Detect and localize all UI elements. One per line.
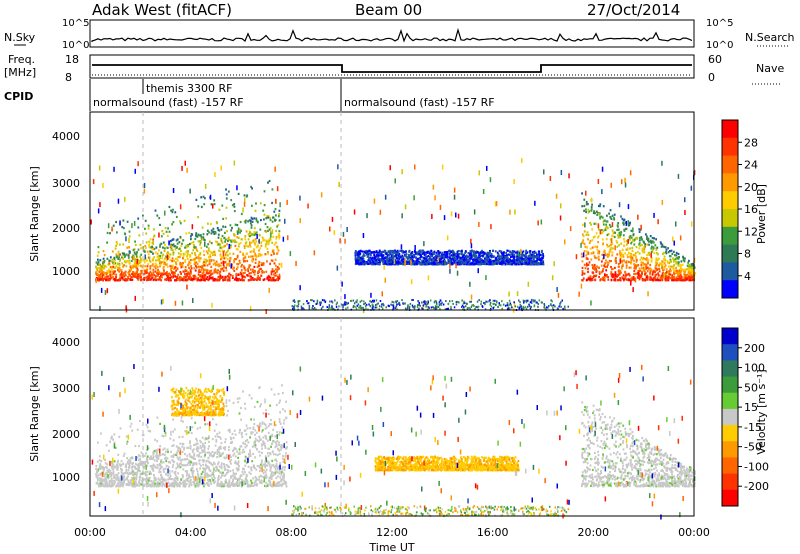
colorbar-tick: 4 bbox=[744, 270, 751, 283]
nsky-label: N.Sky bbox=[4, 31, 36, 44]
colorbar-tick: 100 bbox=[744, 362, 765, 375]
cpid-label: CPID bbox=[4, 90, 33, 103]
x-axis: 00:00 04:00 08:00 12:00 16:00 20:00 00:00 bbox=[74, 526, 710, 539]
colorbar-tick: -15 bbox=[744, 421, 762, 434]
velocity-ylabel: Slant Range [km] bbox=[28, 366, 41, 462]
noise-tick-left-bottom: 10^0 bbox=[62, 40, 89, 51]
noise-panel: N.Sky 10^5 10^0 10^5 10^0 N.Search bbox=[4, 18, 795, 51]
colorbar-tick: -100 bbox=[744, 460, 769, 473]
vel-ytick-3000: 3000 bbox=[52, 382, 80, 395]
cpid-normalsound-1: normalsound (fast) -157 RF bbox=[93, 96, 244, 109]
vel-ytick-2000: 2000 bbox=[52, 428, 80, 441]
power-ylabel: Slant Range [km] bbox=[28, 166, 41, 262]
x-tick: 00:00 bbox=[678, 526, 710, 539]
colorbar-tick: 12 bbox=[744, 225, 758, 238]
nsearch-label: N.Search bbox=[745, 31, 795, 44]
noise-tick-left-top: 10^5 bbox=[62, 18, 89, 29]
colorbar-tick: 200 bbox=[744, 342, 765, 355]
nsky-trace bbox=[91, 27, 693, 43]
velocity-panel: Slant Range [km] 1000 2000 3000 4000 bbox=[28, 317, 695, 517]
cpid-panel: CPID themis 3300 RF normalsound (fast) -… bbox=[4, 79, 495, 111]
nave-tick-top: 60 bbox=[708, 53, 722, 66]
power-ytick-3000: 3000 bbox=[52, 177, 80, 190]
velocity-colorbar-label: Velocity [m s⁻¹] bbox=[755, 369, 768, 454]
x-tick: 04:00 bbox=[175, 526, 207, 539]
noise-tick-right-bottom: 10^0 bbox=[706, 40, 733, 51]
colorbar-tick: 15 bbox=[744, 401, 758, 414]
colorbar-tick: 28 bbox=[744, 136, 758, 149]
colorbar-tick: 16 bbox=[744, 203, 758, 216]
x-axis-label: Time UT bbox=[368, 541, 414, 554]
freq-trace bbox=[92, 64, 692, 73]
velocity-scatter bbox=[91, 364, 696, 520]
freq-label: Freq. bbox=[8, 53, 35, 66]
power-colorbar-label: Power [dB] bbox=[755, 184, 768, 244]
colorbar-tick: 8 bbox=[744, 248, 751, 261]
noise-tick-right-top: 10^5 bbox=[706, 18, 733, 29]
power-ytick-1000: 1000 bbox=[52, 265, 80, 278]
colorbar-tick: 50 bbox=[744, 381, 758, 394]
vel-ytick-4000: 4000 bbox=[52, 336, 80, 349]
power-colorbar: 28 24 20 16 12 8 4 bbox=[721, 119, 758, 299]
nave-tick-bottom: 0 bbox=[708, 71, 715, 84]
power-ytick-4000: 4000 bbox=[52, 130, 80, 143]
nave-label: Nave bbox=[756, 62, 784, 75]
power-ytick-2000: 2000 bbox=[52, 222, 80, 235]
x-tick: 20:00 bbox=[577, 526, 609, 539]
colorbar-tick: -50 bbox=[744, 441, 762, 454]
station-title: Adak West (fitACF) bbox=[92, 1, 232, 19]
colorbar-tick: 24 bbox=[744, 159, 758, 172]
x-tick: 00:00 bbox=[74, 526, 106, 539]
colorbar-tick: 20 bbox=[744, 181, 758, 194]
velocity-colorbar: 200 100 50 15 -15 -50 -100 -200 bbox=[721, 327, 769, 507]
beam-label: Beam 00 bbox=[355, 1, 422, 19]
power-scatter bbox=[90, 158, 696, 314]
cpid-normalsound-2: normalsound (fast) -157 RF bbox=[344, 96, 495, 109]
vel-ytick-1000: 1000 bbox=[52, 471, 80, 484]
cpid-themis: themis 3300 RF bbox=[146, 82, 233, 95]
x-tick: 08:00 bbox=[275, 526, 307, 539]
freq-tick-bottom: 8 bbox=[65, 71, 72, 84]
x-tick: 12:00 bbox=[376, 526, 408, 539]
date-label: 27/Oct/2014 bbox=[587, 1, 680, 19]
freq-panel: Freq. [MHz] 18 8 60 0 Nave bbox=[4, 53, 784, 85]
freq-tick-top: 18 bbox=[65, 53, 79, 66]
freq-unit: [MHz] bbox=[4, 66, 36, 79]
x-tick: 16:00 bbox=[477, 526, 509, 539]
colorbar-tick: -200 bbox=[744, 480, 769, 493]
power-panel: Slant Range [km] 1000 2000 3000 4000 bbox=[28, 111, 695, 311]
